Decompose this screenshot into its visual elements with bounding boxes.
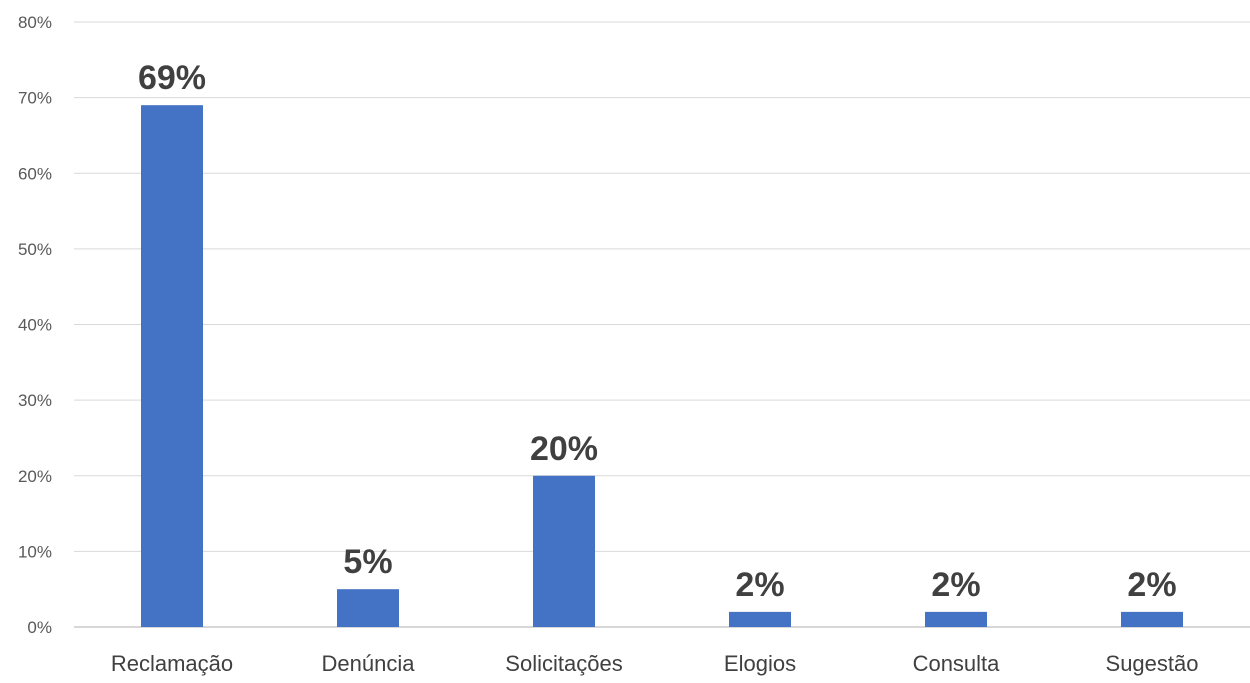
gridlines [74, 21, 1250, 628]
y-tick-label: 70% [18, 89, 52, 108]
category-label: Elogios [724, 651, 796, 676]
x-axis-category-labels: Reclamação Denúncia Solicitações Elogios Con… [111, 651, 1199, 676]
data-label: 2% [1127, 566, 1176, 604]
y-tick-label: 10% [18, 542, 52, 561]
data-label: 2% [735, 566, 784, 604]
y-tick-label: 50% [18, 240, 52, 259]
y-tick-label: 20% [18, 467, 52, 486]
data-label: 5% [343, 543, 392, 581]
y-tick-label: 0% [27, 618, 52, 637]
category-label: Denúncia [322, 651, 416, 676]
bar [1121, 611, 1183, 627]
data-label: 2% [931, 566, 980, 604]
y-axis-tick-labels: 0% 10% 20% 30% 40% 50% 60% 70% 80% [18, 13, 52, 637]
bar [141, 105, 203, 627]
category-label: Sugestão [1106, 651, 1199, 676]
category-label: Solicitações [505, 651, 622, 676]
y-tick-label: 30% [18, 391, 52, 410]
data-label: 69% [138, 59, 206, 97]
bar [533, 475, 595, 627]
data-labels: 69% 5% 20% 2% 2% 2% [138, 59, 1177, 604]
bar [925, 611, 987, 627]
y-tick-label: 60% [18, 164, 52, 183]
data-label: 20% [530, 430, 598, 468]
y-tick-label: 40% [18, 316, 52, 335]
category-label: Consulta [913, 651, 1001, 676]
bars [141, 105, 1183, 627]
category-label: Reclamação [111, 651, 233, 676]
bar [337, 589, 399, 627]
bar [729, 611, 791, 627]
y-tick-label: 80% [18, 13, 52, 32]
